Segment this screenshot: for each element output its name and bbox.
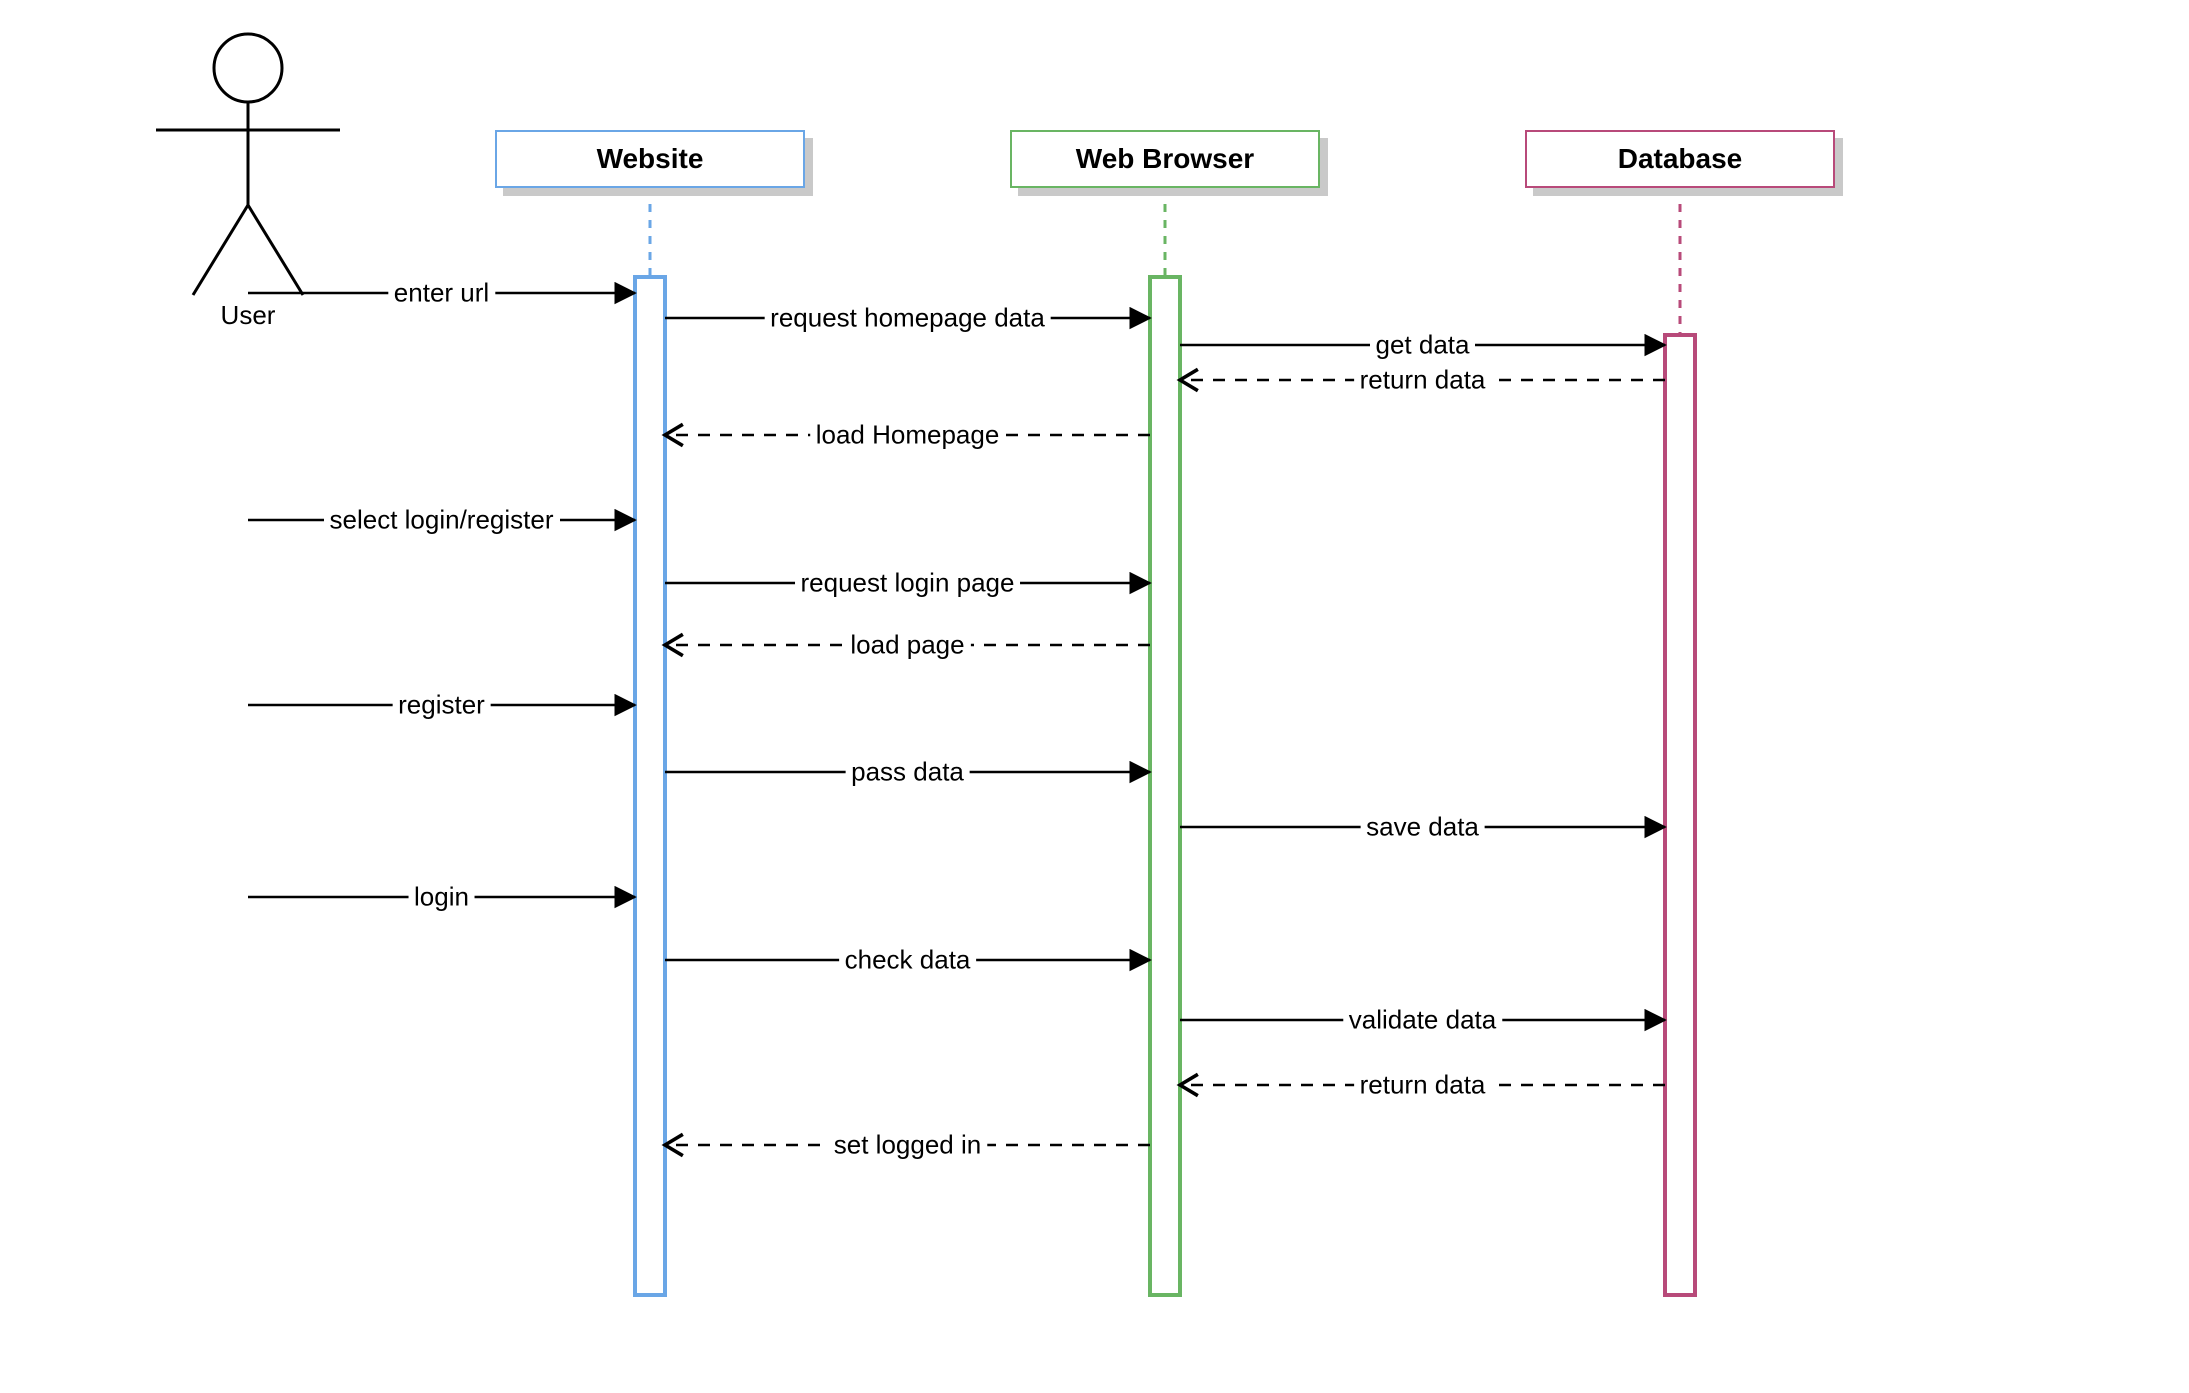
message-label-text: get data [1376,330,1470,360]
message-label-request-login-page: request login page [795,568,1021,599]
message-label-enter-url: enter url [388,278,495,309]
message-label-text: return data [1360,365,1486,395]
message-label-text: register [398,690,485,720]
lifeline-header-database: Database [1525,130,1835,188]
message-label-text: request homepage data [770,303,1045,333]
activation-website [635,277,665,1295]
lifeline-header-label: Web Browser [1076,143,1254,175]
sequence-diagram: User Website Web Browser Database enter url r… [0,0,2189,1393]
message-label-load-page: load page [844,630,970,661]
message-label-text: login [414,882,469,912]
message-label-text: check data [845,945,971,975]
message-label-text: save data [1366,812,1479,842]
message-label-register: register [392,690,491,721]
message-label-text: request login page [801,568,1015,598]
lifeline-header-web-browser: Web Browser [1010,130,1320,188]
message-label-get-data: get data [1370,330,1476,361]
actor-label-text: User [221,300,276,330]
message-label-text: set logged in [834,1130,981,1160]
message-label-pass-data: pass data [845,757,970,788]
svg-layer [0,0,2189,1393]
lifeline-header-label: Website [597,143,704,175]
actor-user [156,34,340,295]
message-label-text: enter url [394,278,489,308]
message-label-save-data: save data [1360,812,1485,843]
message-label-text: pass data [851,757,964,787]
lifeline-header-label: Database [1618,143,1743,175]
message-label-text: return data [1360,1070,1486,1100]
message-label-return-data-2: return data [1354,1070,1492,1101]
message-label-validate-data: validate data [1343,1005,1502,1036]
activation-web-browser [1150,277,1180,1295]
message-label-load-homepage: load Homepage [810,420,1006,451]
message-label-text: load page [850,630,964,660]
message-label-login: login [408,882,475,913]
message-label-return-data-1: return data [1354,365,1492,396]
message-label-set-logged-in: set logged in [828,1130,987,1161]
message-label-select-login-register: select login/register [324,505,560,536]
actor-label: User [221,300,276,331]
lifeline-header-website: Website [495,130,805,188]
message-label-text: validate data [1349,1005,1496,1035]
message-label-check-data: check data [839,945,977,976]
message-label-text: load Homepage [816,420,1000,450]
activation-database [1665,335,1695,1295]
message-label-text: select login/register [330,505,554,535]
message-label-request-homepage-data: request homepage data [764,303,1051,334]
